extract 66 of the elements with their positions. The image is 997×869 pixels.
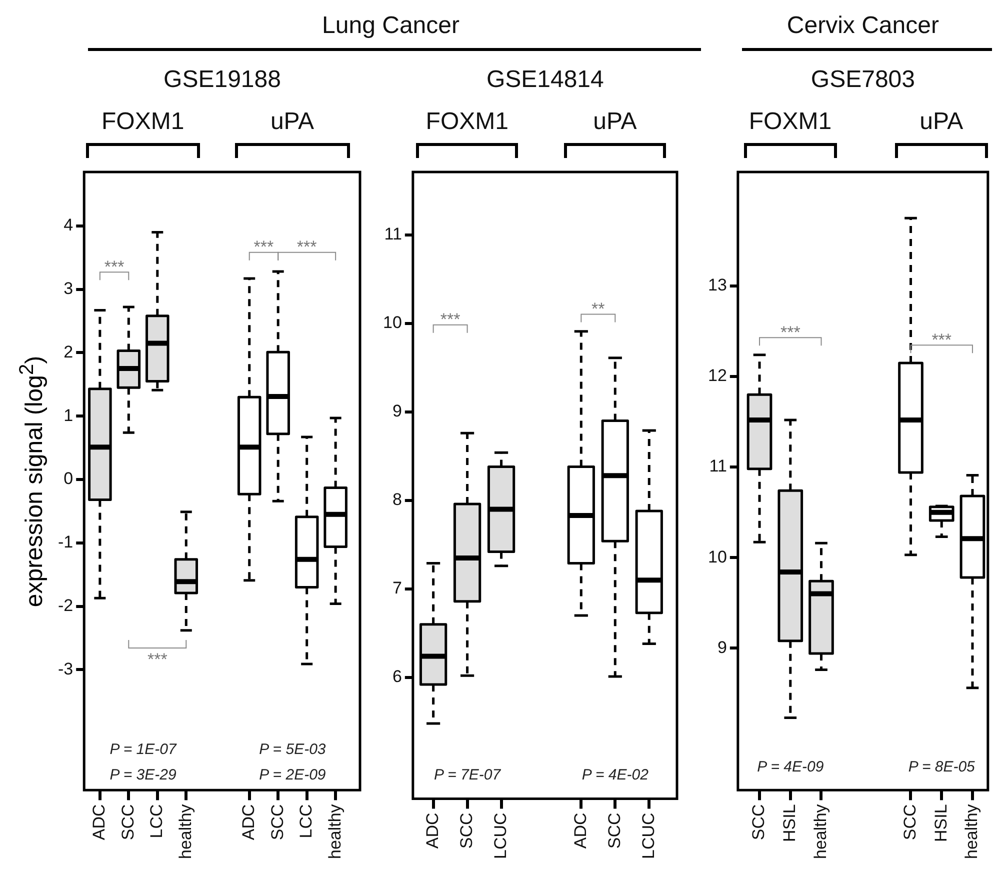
y-tick-label: 1 (64, 406, 74, 425)
y-tick-label: 7 (392, 578, 402, 598)
x-tick-label: HSIL (931, 804, 950, 842)
annotation: *** (780, 322, 801, 342)
x-tick-label: SCC (118, 804, 138, 840)
y-tick-label: 9 (717, 638, 727, 657)
x-tick-label: LCC (296, 804, 316, 838)
annotation: *** (932, 330, 952, 350)
annotation: P = 4E-02 (582, 766, 650, 784)
y-tick-label: 4 (64, 216, 74, 235)
x-tick-label: SCC (604, 812, 624, 849)
y-tick-label: 10 (382, 313, 402, 332)
text: uPA (920, 108, 964, 136)
text: uPA (270, 108, 314, 136)
text: FOXM1 (426, 108, 508, 136)
annotation: *** (254, 238, 274, 257)
y-tick-label: -1 (58, 532, 74, 552)
y-tick-label: 11 (709, 456, 727, 476)
text: FOXM1 (102, 108, 184, 136)
chart-subtitle: Lung Cancer (322, 12, 460, 40)
y-tick-label: 12 (708, 366, 727, 386)
y-tick-label: 0 (64, 469, 74, 488)
annotation: *** (147, 650, 168, 670)
annotation: P = 2E-09 (259, 766, 326, 784)
annotation: *** (104, 257, 125, 276)
x-tick-label: SCC (749, 804, 768, 840)
y-tick-label: 9 (392, 402, 402, 421)
text: uPA (593, 108, 637, 136)
y-tick-label: 2 (64, 342, 74, 362)
annotation: P = 3E-29 (110, 766, 177, 784)
annotation: P = 1E-07 (110, 741, 177, 758)
x-tick-label: healthy (325, 804, 344, 860)
x-tick-label: healthy (810, 804, 830, 860)
chart-title: GSE19188 (164, 66, 281, 94)
x-tick-label: ADC (570, 812, 590, 849)
x-tick-label: ADC (239, 804, 258, 840)
x-tick-label: SCC (900, 804, 920, 840)
y-tick-label: 11 (384, 224, 402, 244)
x-tick-label: LCUC (490, 812, 510, 860)
text: FOXM1 (748, 108, 832, 136)
chart-subtitle: Cervix Cancer (786, 12, 939, 40)
annotation: P = 8E-05 (908, 758, 976, 776)
x-tick-label: LCC (147, 804, 166, 838)
chart-title: GSE14814 (486, 66, 604, 94)
y-tick-label: 10 (708, 547, 727, 566)
chart-title: GSE7803 (810, 66, 915, 94)
x-tick-label: LCUC (638, 812, 658, 860)
annotation: *** (296, 238, 318, 257)
x-tick-label: HSIL (780, 804, 800, 842)
x-tick-label: SCC (456, 812, 476, 849)
annotation: P = 4E-09 (757, 758, 824, 776)
y-tick-label: 13 (708, 276, 727, 295)
y-tick-label: -3 (58, 659, 74, 678)
annotation: P = 5E-03 (259, 741, 326, 758)
x-tick-label: ADC (90, 804, 109, 840)
annotation: P = 7E-07 (434, 766, 502, 784)
y-tick-label: 6 (392, 667, 402, 686)
y-tick-label: 8 (392, 490, 402, 510)
x-tick-label: ADC (422, 812, 442, 849)
y-tick-label: -2 (58, 596, 74, 615)
x-tick-label: healthy (962, 804, 982, 860)
annotation: ** (592, 299, 606, 318)
y-tick-label: 3 (64, 278, 74, 298)
x-tick-label: SCC (268, 804, 287, 840)
x-tick-label: healthy (176, 804, 195, 860)
annotation: *** (440, 310, 461, 330)
